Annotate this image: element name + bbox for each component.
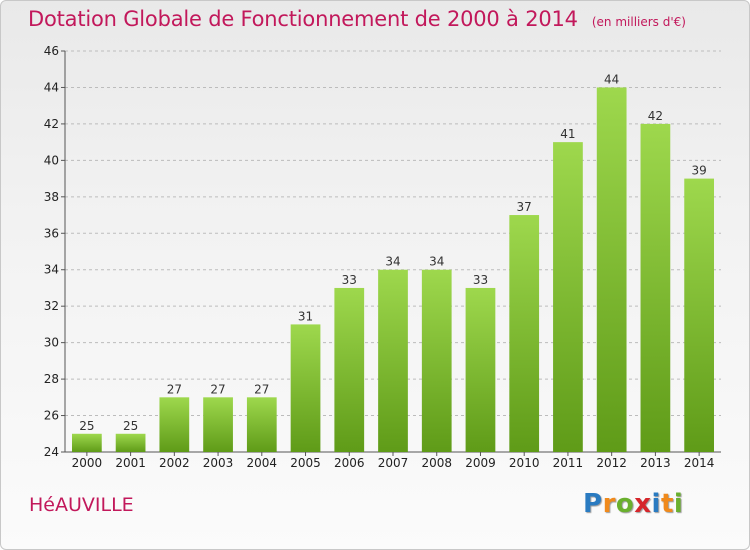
bar [71, 433, 102, 452]
logo-letter: x [634, 489, 652, 519]
x-tick-label: 2008 [421, 456, 452, 470]
x-tick-label: 2003 [203, 456, 234, 470]
bar-value-label: 42 [648, 109, 663, 123]
bar [378, 269, 408, 452]
bar-value-label: 37 [517, 200, 532, 214]
bar-value-label: 44 [604, 72, 619, 86]
chart-unit-label: (en milliers d'€) [591, 15, 686, 29]
bar [509, 215, 540, 452]
bar [421, 269, 452, 452]
bar-value-label: 33 [473, 273, 488, 287]
bar [246, 397, 277, 452]
bar [596, 87, 627, 453]
x-tick-label: 2014 [684, 456, 715, 470]
x-tick-label: 2000 [72, 456, 103, 470]
bar-value-label: 34 [429, 255, 444, 269]
y-tick-label: 42 [44, 117, 59, 131]
x-tick-label: 2013 [640, 456, 671, 470]
proxiti-logo: Proxiti [583, 489, 683, 519]
bar [290, 324, 321, 452]
y-tick-label: 34 [44, 263, 59, 277]
y-tick-label: 32 [44, 299, 59, 313]
y-tick-label: 38 [44, 190, 59, 204]
bars [71, 87, 715, 453]
y-tick-label: 30 [44, 336, 59, 350]
y-tick-label: 36 [44, 226, 59, 240]
y-tick-label: 24 [44, 445, 59, 459]
title-row: Dotation Globale de Fonctionnement de 20… [28, 7, 686, 31]
bar [640, 123, 671, 452]
bar [465, 287, 496, 452]
chart-title: Dotation Globale de Fonctionnement de 20… [28, 7, 578, 31]
bar [203, 397, 233, 452]
bar [684, 178, 715, 452]
y-tick-label: 40 [44, 153, 59, 167]
labels: 24 26 28 30 32 34 36 38 40 42 44 46 25 2000 25 2001 27 20… [44, 44, 715, 470]
x-tick-label: 2002 [159, 456, 190, 470]
x-tick-label: 2007 [378, 456, 409, 470]
logo-letter: r [602, 489, 616, 519]
bar-value-label: 34 [385, 255, 400, 269]
bar-value-label: 41 [560, 127, 575, 141]
bar [115, 433, 146, 452]
bar-value-label: 39 [691, 164, 706, 178]
x-tick-label: 2011 [553, 456, 584, 470]
commune-name: HéAUVILLE [29, 494, 134, 516]
y-tick-label: 44 [44, 80, 59, 94]
bar-value-label: 31 [298, 309, 313, 323]
x-tick-label: 2004 [247, 456, 278, 470]
bar-value-label: 27 [167, 382, 182, 396]
logo-letter: P [583, 489, 603, 519]
logo-letter: o [615, 489, 635, 519]
x-tick-label: 2010 [509, 456, 540, 470]
y-tick-label: 46 [44, 44, 59, 58]
x-tick-label: 2001 [115, 456, 146, 470]
bar [553, 142, 583, 453]
logo-letter: i [651, 489, 661, 519]
bar-value-label: 27 [254, 382, 269, 396]
bar-value-label: 27 [210, 382, 225, 396]
x-tick-label: 2005 [290, 456, 321, 470]
bar [334, 287, 365, 452]
bar-value-label: 25 [79, 419, 94, 433]
bar-value-label: 33 [342, 273, 357, 287]
x-tick-label: 2006 [334, 456, 365, 470]
y-tick-label: 28 [44, 372, 59, 386]
x-tick-label: 2009 [465, 456, 496, 470]
bar-value-label: 25 [123, 419, 138, 433]
logo-letter: i [673, 489, 684, 519]
x-tick-label: 2012 [596, 456, 627, 470]
bar [159, 397, 190, 452]
y-tick-label: 26 [44, 409, 59, 423]
logo-letter: t [660, 489, 674, 519]
